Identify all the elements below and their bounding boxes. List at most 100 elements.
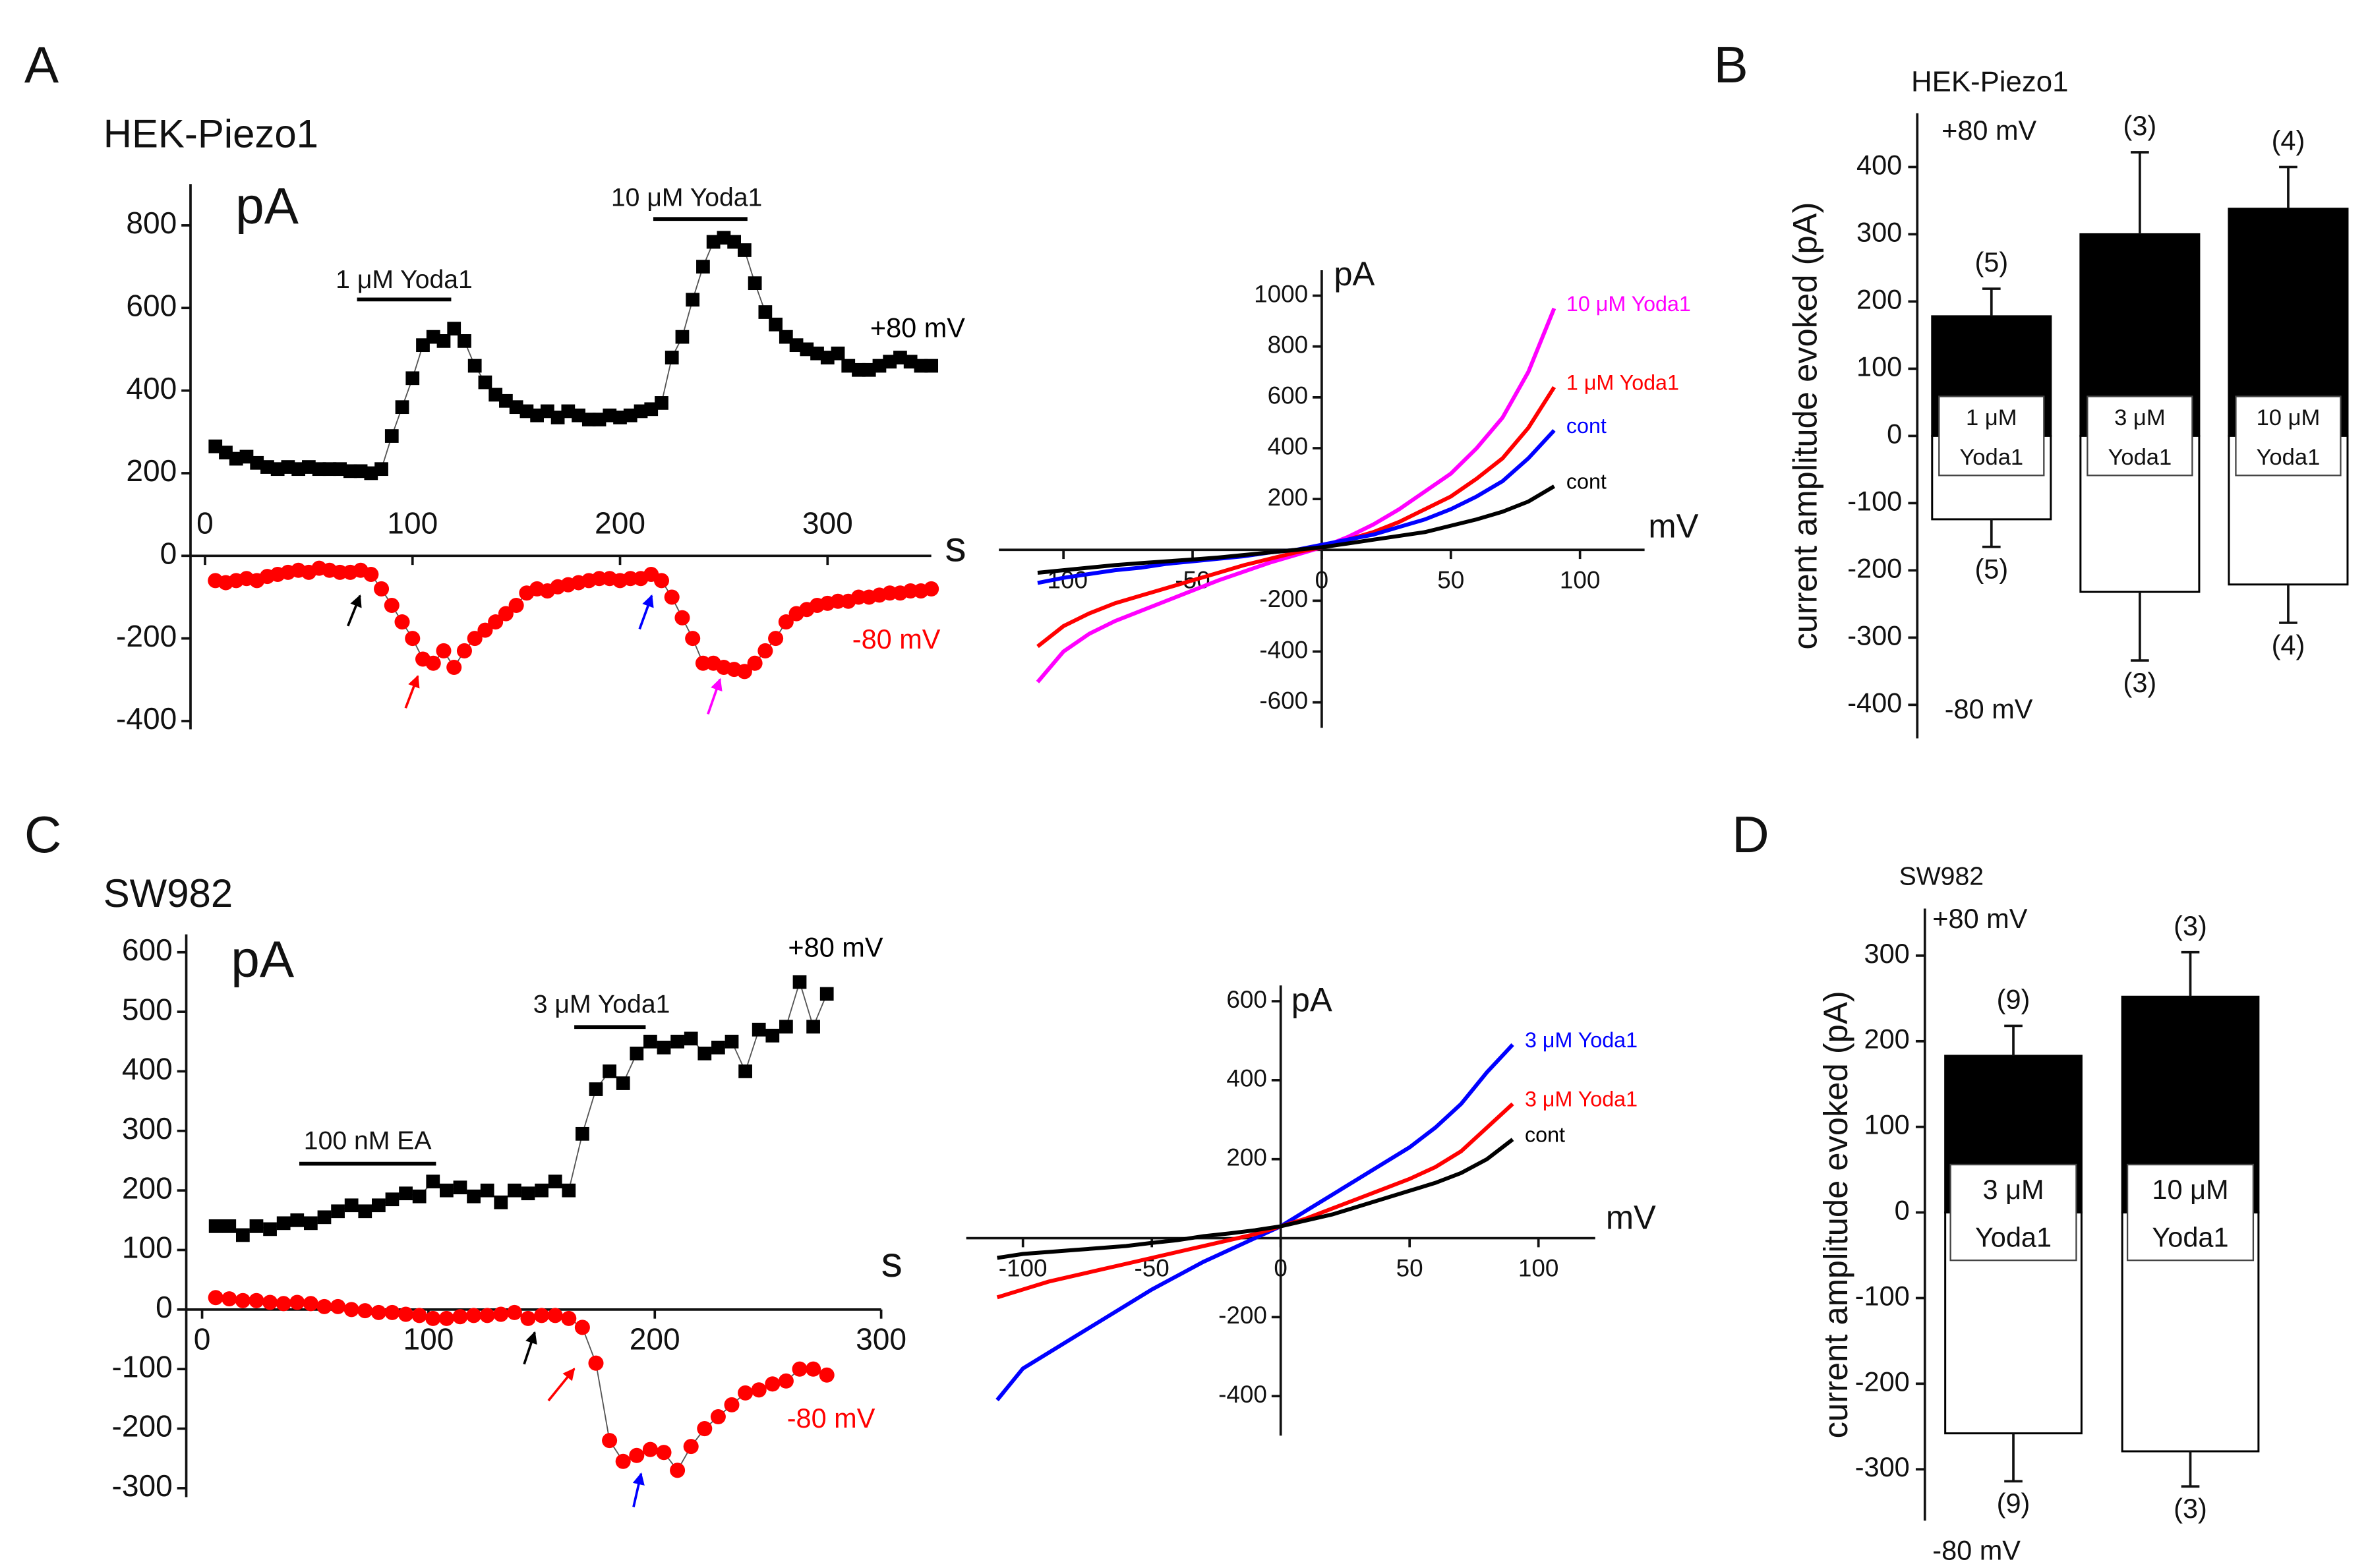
marker	[488, 614, 504, 630]
y-axis-label: pA	[235, 177, 299, 235]
marker	[467, 631, 483, 647]
y-tick-label: 200	[126, 453, 177, 488]
marker	[664, 589, 680, 605]
y-tick-label: -300	[1855, 1451, 1910, 1482]
category-label: 1 μM	[1966, 405, 2017, 430]
marker	[322, 462, 337, 477]
x-tick-label: 300	[856, 1321, 906, 1356]
marker	[806, 1361, 821, 1377]
marker	[364, 466, 378, 480]
arrow	[404, 675, 420, 709]
marker	[572, 408, 585, 422]
application-bars	[299, 217, 748, 1166]
marker	[374, 462, 388, 477]
error-bar	[2131, 151, 2149, 235]
y-tick-label: 0	[1895, 1195, 1910, 1226]
y-tick-label: 0	[156, 1290, 173, 1324]
marker	[685, 631, 701, 647]
marker	[489, 388, 503, 402]
y-tick-label: 300	[1864, 938, 1910, 969]
marker	[453, 1180, 467, 1195]
marker	[229, 451, 243, 466]
marker	[249, 1292, 264, 1308]
category-label: Yoda1	[2152, 1221, 2228, 1252]
marker	[603, 1064, 616, 1078]
marker	[208, 1290, 223, 1306]
marker	[534, 1308, 550, 1323]
y-axis-label: current amplitude evoked (pA)	[1787, 202, 1824, 650]
marker	[358, 1204, 372, 1219]
marker	[765, 1028, 780, 1043]
marker	[623, 408, 637, 422]
marker	[574, 1320, 590, 1335]
marker	[562, 1183, 576, 1198]
legend-label: 10 μM Yoda1	[1566, 292, 1691, 316]
marker	[675, 330, 690, 344]
marker	[757, 643, 773, 658]
marker	[394, 614, 410, 630]
x-tick-label: -100	[999, 1255, 1048, 1282]
y-tick-label: 200	[1856, 283, 1902, 314]
marker	[370, 1304, 386, 1320]
marker	[343, 1302, 359, 1318]
y-tick-label: 400	[1226, 1065, 1267, 1092]
marker	[792, 1361, 808, 1377]
marker	[276, 1296, 291, 1312]
y-tick-label: 600	[122, 933, 173, 967]
marker	[748, 276, 762, 291]
marker	[589, 1082, 603, 1096]
y-tick-label: -600	[1259, 687, 1308, 714]
marker	[499, 393, 513, 408]
y-tick-label: 0	[160, 536, 177, 570]
y-tick-label: 200	[1226, 1144, 1267, 1171]
marker	[768, 631, 784, 647]
marker	[800, 342, 814, 357]
y-tick-label: 400	[122, 1052, 173, 1086]
series-line	[1036, 386, 1556, 649]
n-label: (3)	[2174, 1493, 2207, 1524]
x-axis-label: mV	[1606, 1198, 1656, 1236]
n-label: (3)	[2123, 110, 2157, 141]
marker	[752, 1022, 766, 1037]
marker	[467, 359, 482, 373]
marker	[374, 581, 390, 596]
marker	[653, 573, 669, 589]
legend-label: -80 mV	[1945, 693, 2033, 724]
marker	[250, 455, 264, 470]
marker	[665, 351, 679, 364]
error-bar	[2279, 584, 2297, 624]
marker	[384, 429, 399, 443]
category-label: 10 μM	[2257, 405, 2321, 430]
marker	[530, 408, 544, 422]
panel-label: A	[24, 36, 59, 94]
error-bar	[1982, 287, 2001, 316]
arrow	[523, 1331, 537, 1365]
legend-label: +80 mV	[1941, 115, 2036, 146]
x-tick-label: 0	[194, 1321, 211, 1356]
y-tick-label: 600	[126, 288, 177, 322]
x-tick-label: 100	[1560, 566, 1600, 593]
marker	[547, 1308, 563, 1323]
marker	[613, 410, 627, 424]
legend-label: -80 mV	[787, 1403, 875, 1434]
marker	[508, 1183, 521, 1198]
marker	[239, 450, 254, 464]
marker	[333, 462, 347, 477]
y-tick-label: 300	[1856, 216, 1902, 247]
x-tick-label: 50	[1437, 566, 1464, 593]
legend-label: +80 mV	[870, 312, 965, 343]
marker	[304, 1216, 318, 1231]
y-tick-label: 200	[1268, 484, 1309, 511]
marker	[561, 404, 576, 419]
marker	[717, 231, 731, 245]
marker	[684, 1031, 698, 1046]
marker	[494, 1195, 508, 1209]
x-axis-label: s	[945, 523, 966, 571]
y-tick-label: 200	[122, 1171, 173, 1205]
marker	[686, 293, 700, 307]
marker	[670, 1034, 684, 1049]
marker	[903, 355, 918, 369]
marker	[291, 462, 306, 477]
marker	[914, 359, 928, 373]
